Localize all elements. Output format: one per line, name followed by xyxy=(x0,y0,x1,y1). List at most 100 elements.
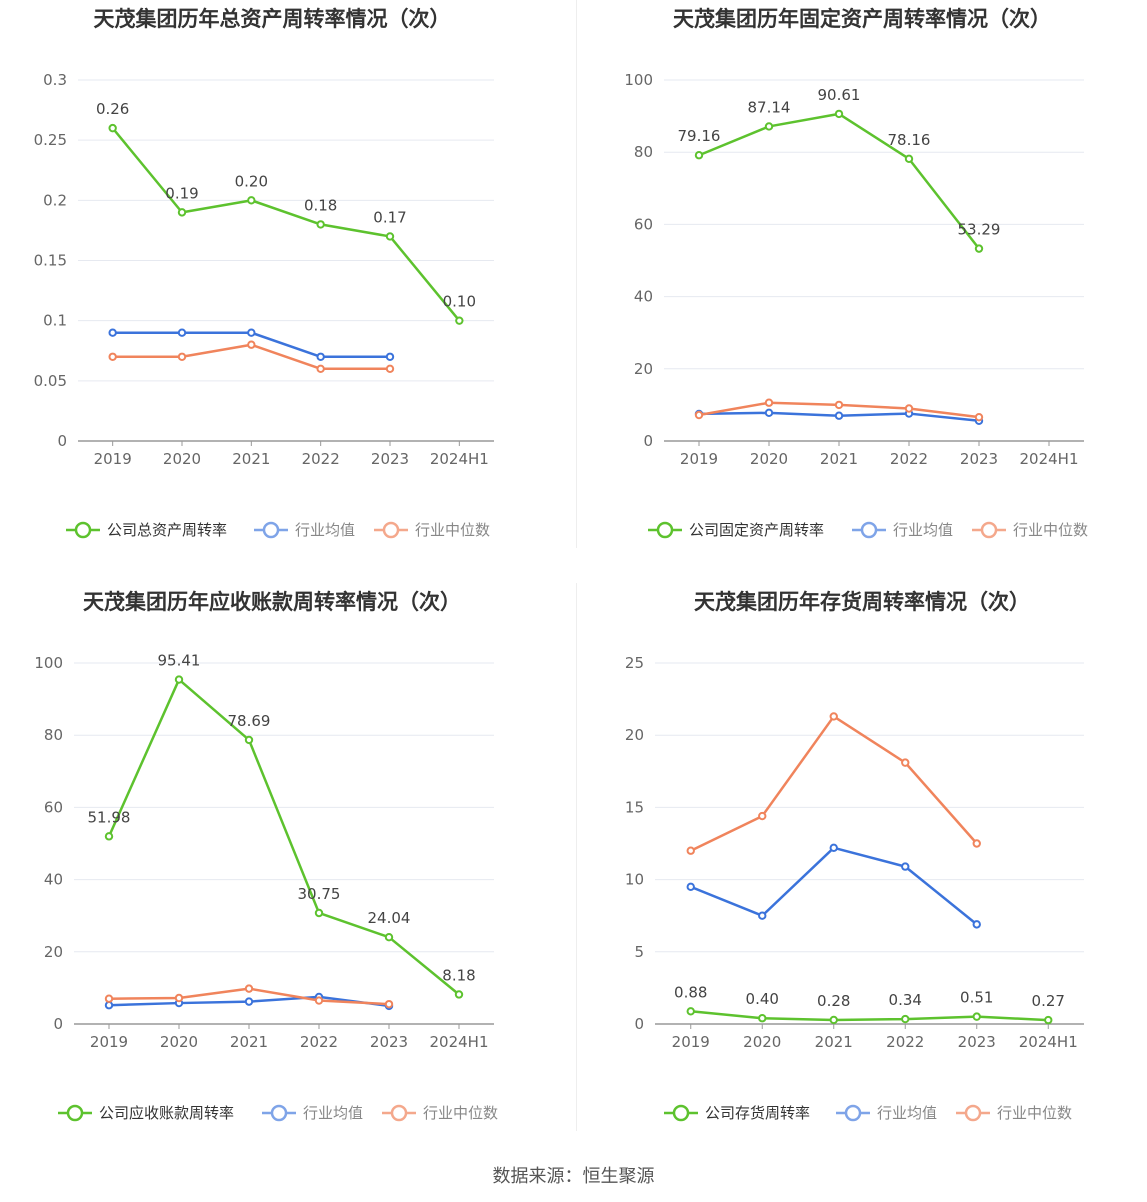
series-line-company xyxy=(698,112,980,250)
legend-marker xyxy=(964,1104,982,1122)
legend-label: 公司应收账款周转率 xyxy=(99,1104,234,1122)
legend-item-company: 公司应收账款周转率 xyxy=(58,1104,234,1122)
data-point-company xyxy=(177,208,187,217)
x-tick-label: 2021 xyxy=(820,450,858,468)
data-point-median xyxy=(385,364,395,373)
x-tick-label: 2020 xyxy=(743,1033,781,1051)
data-label: 0.28 xyxy=(817,992,850,1010)
data-point-avg xyxy=(758,911,767,920)
data-point-company xyxy=(694,151,704,160)
chart-title: 天茂集团历年总资产周转率情况（次） xyxy=(94,7,451,31)
chart-svg: 天茂集团历年应收账款周转率情况（次） 0 20 40 60 80 100 2019 2020 20… xyxy=(34,590,498,1122)
data-point-median xyxy=(316,364,325,373)
y-tick-label: 80 xyxy=(634,143,653,161)
data-point-median xyxy=(694,410,704,420)
data-label: 0.10 xyxy=(443,293,476,311)
data-point-avg xyxy=(385,352,395,361)
y-tick-label: 20 xyxy=(44,943,63,961)
legend-item-median: 行业中位数 xyxy=(382,1104,498,1122)
x-tick-label: 2022 xyxy=(890,450,928,468)
data-label: 8.18 xyxy=(442,966,475,984)
y-tick-label: 0.05 xyxy=(34,372,67,390)
data-point-company xyxy=(314,908,324,918)
legend-item-company: 公司存货周转率 xyxy=(664,1104,810,1122)
chart-svg: 天茂集团历年总资产周转率情况（次） 0 0.05 0.1 0.15 0.2 0.25 0.3 2… xyxy=(34,7,494,539)
data-label: 0.40 xyxy=(746,990,779,1008)
data-point-avg xyxy=(247,328,256,337)
chart-title: 天茂集团历年固定资产周转率情况（次） xyxy=(673,7,1051,31)
legend-marker xyxy=(656,521,674,539)
legend-marker xyxy=(980,521,998,539)
legend-marker xyxy=(270,1104,288,1122)
chart-svg: 天茂集团历年固定资产周转率情况（次） 0 20 40 60 80 100 2019 2020 20… xyxy=(624,7,1088,539)
source-label: 数据来源：恒生聚源 xyxy=(492,1166,655,1187)
data-point-company xyxy=(247,196,256,205)
y-tick-label: 25 xyxy=(625,654,644,672)
x-tick-label: 2019 xyxy=(672,1033,710,1051)
y-tick-label: 100 xyxy=(34,654,63,672)
data-point-company xyxy=(244,735,254,745)
y-tick-label: 0 xyxy=(53,1015,63,1033)
legend-label: 行业均值 xyxy=(893,521,953,539)
y-tick-label: 40 xyxy=(44,871,63,889)
x-tick-label: 2023 xyxy=(960,450,998,468)
legend-item-median: 行业中位数 xyxy=(374,521,490,539)
data-point-company xyxy=(758,1014,767,1023)
data-label: 51.98 xyxy=(88,808,131,826)
data-label: 30.75 xyxy=(298,885,341,903)
x-tick-label: 2020 xyxy=(163,450,201,468)
data-point-company xyxy=(901,1014,910,1024)
data-point-company xyxy=(834,109,844,119)
legend-marker xyxy=(74,521,92,539)
x-tick-label: 2023 xyxy=(370,1033,408,1051)
legend-label: 行业中位数 xyxy=(1013,521,1088,539)
data-label: 0.26 xyxy=(96,100,129,118)
data-label: 0.17 xyxy=(373,208,406,226)
x-tick-label: 2024H1 xyxy=(1020,450,1079,468)
x-tick-label: 2021 xyxy=(232,450,270,468)
data-point-median xyxy=(108,352,117,361)
data-point-median xyxy=(904,404,914,413)
y-tick-label: 0 xyxy=(634,1015,644,1033)
data-point-median xyxy=(901,758,910,767)
data-point-company xyxy=(904,154,914,164)
data-point-avg xyxy=(104,1001,114,1010)
legend-label: 公司总资产周转率 xyxy=(107,521,227,539)
data-point-median xyxy=(177,352,187,361)
y-tick-label: 0 xyxy=(643,432,653,450)
series-line-company xyxy=(107,678,460,996)
legend-label: 公司固定资产周转率 xyxy=(689,521,824,539)
data-point-median xyxy=(764,398,774,407)
data-point-company xyxy=(454,990,464,999)
data-label: 24.04 xyxy=(368,909,411,927)
x-tick-label: 2020 xyxy=(750,450,788,468)
x-tick-label: 2023 xyxy=(958,1033,996,1051)
data-point-avg xyxy=(177,328,187,337)
chart-panel-receivables-turnover: 天茂集团历年应收账款周转率情况（次） 0 20 40 60 80 100 2019 2020 20… xyxy=(0,583,573,1158)
data-label: 90.61 xyxy=(818,86,861,104)
data-point-median xyxy=(247,340,256,349)
x-tick-label: 2020 xyxy=(160,1033,198,1051)
y-tick-label: 0 xyxy=(57,432,67,450)
data-point-company xyxy=(108,123,117,133)
data-point-median xyxy=(829,712,838,721)
y-tick-label: 60 xyxy=(44,798,63,816)
data-label: 87.14 xyxy=(748,98,791,116)
legend-item-avg: 行业均值 xyxy=(254,521,355,539)
data-point-company xyxy=(764,122,774,131)
x-tick-label: 2021 xyxy=(815,1033,853,1051)
chart-panel-inventory-turnover: 天茂集团历年存货周转率情况（次） 0 5 10 15 20 25 2019 2020 2021 20… xyxy=(574,583,1147,1158)
legend-marker xyxy=(844,1104,862,1122)
data-point-company xyxy=(455,316,464,325)
y-tick-label: 20 xyxy=(634,360,653,378)
series-line-median xyxy=(690,715,978,852)
data-point-median xyxy=(758,811,767,821)
data-point-median xyxy=(104,994,114,1003)
y-tick-label: 20 xyxy=(625,726,644,744)
data-point-company xyxy=(316,220,325,229)
data-point-avg xyxy=(108,328,117,337)
legend-item-company: 公司总资产周转率 xyxy=(66,521,227,539)
legend-label: 行业均值 xyxy=(303,1104,363,1122)
series-line-company xyxy=(111,127,461,322)
data-point-median xyxy=(244,984,254,993)
